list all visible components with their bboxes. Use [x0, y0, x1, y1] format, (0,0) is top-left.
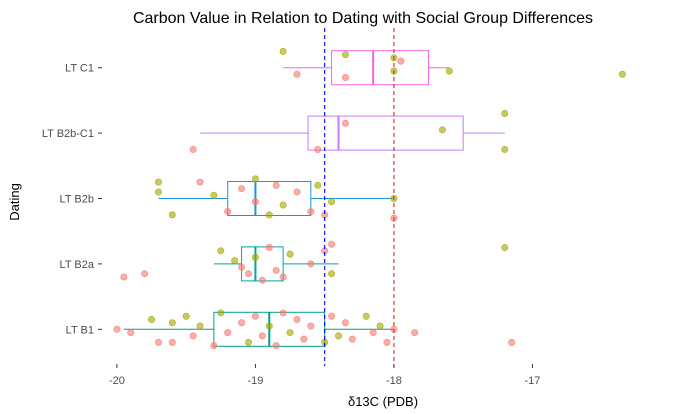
data-point [328, 198, 336, 206]
plot-area [113, 28, 626, 366]
data-point [182, 312, 190, 320]
data-point [293, 315, 301, 323]
chart-title: Carbon Value in Relation to Dating with … [133, 10, 593, 27]
data-point [369, 329, 377, 337]
data-point [217, 247, 225, 255]
data-point [445, 67, 453, 75]
data-point [411, 329, 419, 337]
data-point [341, 119, 349, 127]
data-point [508, 338, 516, 346]
data-point [265, 211, 273, 219]
data-point [210, 342, 218, 350]
data-point [376, 322, 384, 330]
y-tick-label: LT B1 [66, 324, 94, 336]
data-point [251, 198, 259, 206]
data-point [168, 211, 176, 219]
data-point [141, 270, 149, 278]
data-point [286, 250, 294, 258]
data-point [245, 270, 253, 278]
data-point [300, 335, 308, 343]
data-point [383, 338, 391, 346]
data-point [341, 319, 349, 327]
data-point [127, 329, 135, 337]
box-lt-c1 [283, 50, 450, 86]
data-point [265, 322, 273, 330]
box-lt-b2a [213, 246, 339, 282]
box-lt-b2b-c1 [200, 115, 505, 151]
data-point [328, 312, 336, 320]
y-tick-label: LT B2a [60, 259, 95, 271]
data-point [279, 47, 287, 55]
data-point [154, 338, 162, 346]
data-point [279, 309, 287, 317]
data-point [286, 329, 294, 337]
y-tick-label: LT C1 [65, 63, 94, 75]
data-point [293, 188, 301, 196]
data-point [307, 260, 315, 268]
data-point [251, 175, 259, 183]
data-point [217, 309, 225, 317]
data-point [341, 74, 349, 82]
box-rect [331, 50, 430, 86]
data-point [272, 181, 280, 189]
data-point [265, 244, 273, 252]
y-tick-label: LT B2b [60, 194, 94, 206]
data-point [238, 185, 246, 193]
data-point [238, 263, 246, 271]
data-point [438, 126, 446, 134]
data-point [328, 240, 336, 248]
box-rect [307, 115, 464, 151]
data-point [279, 273, 287, 281]
axis-ticks: -20 -19 -18 -17 LT B1 LT B2a LT B2b LT B2b-C1 LT… [42, 63, 541, 387]
data-point [154, 188, 162, 196]
data-point [362, 312, 370, 320]
y-axis-label: Dating [7, 183, 22, 221]
x-tick-label: -20 [109, 375, 125, 387]
data-point [189, 145, 197, 153]
data-point [307, 322, 315, 330]
data-point [231, 257, 239, 265]
data-point [272, 266, 280, 274]
data-point [251, 253, 259, 261]
data-point [245, 338, 253, 346]
data-point [501, 109, 509, 117]
data-point [224, 329, 232, 337]
data-point [314, 145, 322, 153]
data-point [189, 332, 197, 340]
x-tick-label: -18 [386, 375, 402, 387]
data-point [335, 332, 343, 340]
data-point [258, 332, 266, 340]
data-point [113, 325, 121, 333]
data-point [397, 57, 405, 65]
data-point [168, 319, 176, 327]
data-point [348, 335, 356, 343]
data-point [341, 51, 349, 59]
data-point [154, 178, 162, 186]
data-point [120, 273, 128, 281]
data-point [168, 338, 176, 346]
x-axis-label: δ13C (PDB) [348, 394, 418, 409]
data-point [501, 145, 509, 153]
data-point [618, 70, 626, 78]
data-point [224, 208, 232, 216]
data-point [196, 322, 204, 330]
data-point [293, 70, 301, 78]
x-tick-label: -17 [524, 375, 540, 387]
data-point [210, 191, 218, 199]
data-point [148, 315, 156, 323]
data-point [307, 208, 315, 216]
data-point [314, 181, 322, 189]
data-point [251, 312, 259, 320]
data-point [501, 244, 509, 252]
data-point [258, 276, 266, 284]
x-tick-label: -19 [247, 375, 263, 387]
data-point [328, 270, 336, 278]
y-tick-label: LT B2b-C1 [42, 128, 94, 140]
data-point [238, 319, 246, 327]
data-point [196, 178, 204, 186]
data-point [279, 201, 287, 209]
data-point [272, 342, 280, 350]
